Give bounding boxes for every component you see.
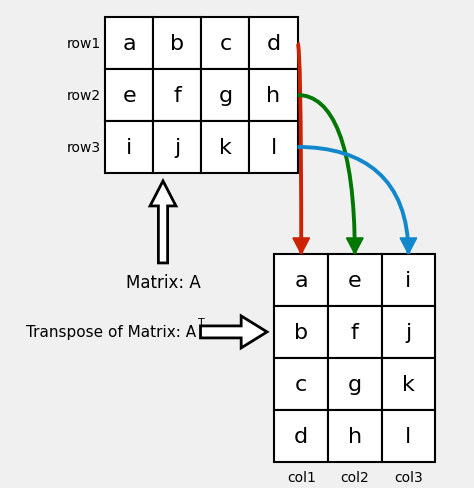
Bar bbox=[274, 306, 328, 358]
Bar bbox=[274, 358, 328, 410]
Text: a: a bbox=[294, 270, 308, 290]
Text: k: k bbox=[219, 138, 232, 158]
Bar bbox=[328, 254, 382, 306]
Text: row2: row2 bbox=[67, 89, 101, 103]
Bar bbox=[382, 410, 435, 462]
Text: i: i bbox=[126, 138, 133, 158]
Text: j: j bbox=[405, 322, 411, 342]
Bar bbox=[249, 122, 298, 174]
Text: col1: col1 bbox=[287, 470, 316, 484]
Bar bbox=[274, 254, 328, 306]
Text: b: b bbox=[294, 322, 308, 342]
Text: l: l bbox=[270, 138, 277, 158]
Bar bbox=[249, 18, 298, 70]
Bar bbox=[382, 254, 435, 306]
Bar bbox=[201, 70, 249, 122]
Text: b: b bbox=[170, 34, 184, 54]
Bar bbox=[201, 18, 249, 70]
Text: a: a bbox=[123, 34, 136, 54]
Text: f: f bbox=[351, 322, 359, 342]
Bar bbox=[328, 358, 382, 410]
Text: col2: col2 bbox=[340, 470, 369, 484]
Bar bbox=[382, 306, 435, 358]
Text: Transpose of Matrix: A: Transpose of Matrix: A bbox=[26, 325, 196, 340]
Text: T: T bbox=[198, 317, 204, 327]
Polygon shape bbox=[201, 316, 267, 348]
Polygon shape bbox=[293, 239, 310, 254]
Text: d: d bbox=[294, 426, 308, 446]
Text: row1: row1 bbox=[66, 37, 101, 51]
Bar bbox=[105, 18, 154, 70]
Text: Matrix: A: Matrix: A bbox=[126, 273, 201, 291]
Text: l: l bbox=[405, 426, 411, 446]
Text: col3: col3 bbox=[394, 470, 423, 484]
Text: g: g bbox=[219, 86, 233, 106]
Polygon shape bbox=[400, 239, 417, 254]
Bar bbox=[105, 122, 154, 174]
Text: g: g bbox=[348, 374, 362, 394]
Bar bbox=[328, 410, 382, 462]
Text: e: e bbox=[123, 86, 136, 106]
Bar bbox=[382, 358, 435, 410]
Text: h: h bbox=[348, 426, 362, 446]
Text: c: c bbox=[219, 34, 232, 54]
Bar bbox=[154, 122, 201, 174]
Text: row3: row3 bbox=[67, 141, 101, 155]
Bar bbox=[328, 306, 382, 358]
Bar bbox=[201, 122, 249, 174]
Polygon shape bbox=[346, 239, 363, 254]
Text: e: e bbox=[348, 270, 362, 290]
Text: f: f bbox=[173, 86, 182, 106]
Text: h: h bbox=[266, 86, 281, 106]
Bar bbox=[154, 70, 201, 122]
Bar bbox=[105, 70, 154, 122]
Text: j: j bbox=[174, 138, 181, 158]
Polygon shape bbox=[150, 182, 176, 264]
Bar bbox=[154, 18, 201, 70]
Text: i: i bbox=[405, 270, 411, 290]
Text: k: k bbox=[402, 374, 415, 394]
Text: d: d bbox=[266, 34, 281, 54]
Text: c: c bbox=[295, 374, 307, 394]
Bar bbox=[274, 410, 328, 462]
Bar bbox=[249, 70, 298, 122]
